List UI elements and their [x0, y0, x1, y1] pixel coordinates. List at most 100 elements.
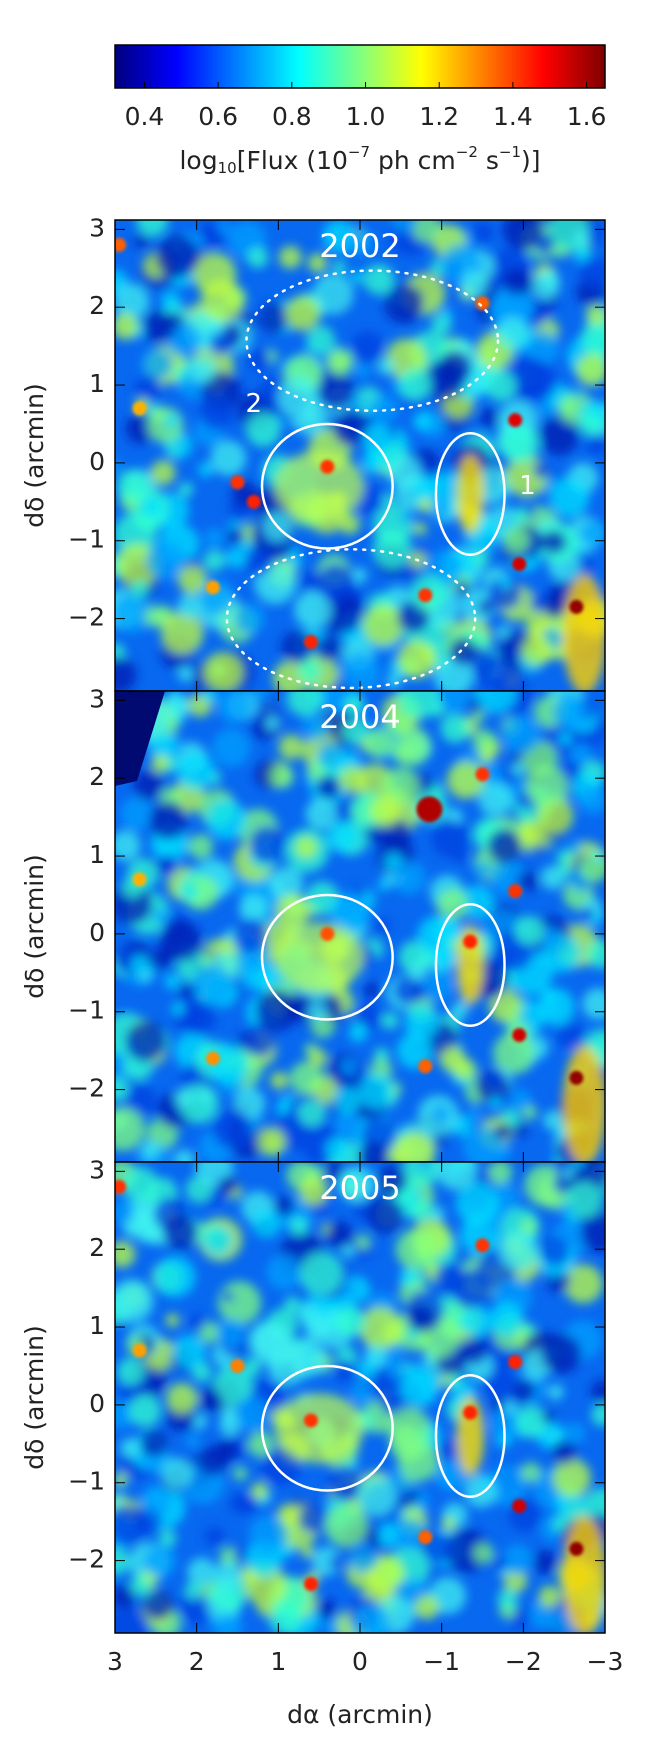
map-blob — [181, 1001, 216, 1036]
map-blob — [529, 593, 549, 613]
map-blob — [387, 712, 413, 738]
y-tick-label: 2 — [89, 762, 105, 791]
map-blob — [248, 1514, 289, 1554]
map-blob — [525, 765, 568, 808]
x-tick-label: 3 — [107, 1647, 123, 1676]
map-blob — [466, 1107, 482, 1122]
map-blob — [586, 305, 605, 326]
map-blob — [473, 1542, 494, 1564]
map-blob — [115, 1076, 130, 1102]
map-blob — [246, 412, 281, 448]
map-blob — [248, 691, 270, 702]
map-blob — [198, 1388, 222, 1412]
colorbar-tick-label: 1.4 — [493, 102, 533, 131]
map-blob — [562, 1516, 605, 1633]
colorbar — [114, 44, 606, 89]
map-blob — [539, 1235, 570, 1266]
map-blob — [324, 1503, 368, 1547]
y-tick-label: −1 — [68, 1467, 105, 1496]
point-source — [418, 1059, 433, 1074]
map-blob — [201, 691, 218, 703]
map-blob — [580, 1214, 605, 1253]
map-blob — [478, 1474, 491, 1488]
map-blob — [143, 1544, 177, 1577]
map-blob — [115, 1279, 154, 1323]
map-blob — [128, 1394, 161, 1427]
map-blob — [460, 270, 488, 299]
map-blob — [115, 1240, 136, 1268]
map-blob — [453, 849, 467, 864]
map-blob — [350, 331, 384, 364]
map-blob — [430, 819, 469, 858]
map-blob — [563, 1264, 603, 1304]
map-blob — [489, 1301, 524, 1337]
map-blob — [115, 313, 139, 340]
map-blob — [435, 1162, 478, 1190]
map-blob — [316, 563, 355, 602]
map-blob — [160, 1457, 193, 1490]
map-blob — [247, 348, 271, 372]
y-tick-label: −2 — [68, 1545, 105, 1574]
map-blob — [429, 495, 452, 519]
y-tick-label: 2 — [89, 291, 105, 320]
point-source — [206, 1051, 220, 1066]
map-blob — [158, 1529, 177, 1547]
map-blob — [147, 406, 184, 444]
map-blob — [409, 1200, 433, 1223]
map-blob — [270, 866, 304, 900]
point-source — [418, 588, 433, 603]
map-blob — [308, 1048, 328, 1068]
map-blob — [440, 713, 471, 744]
point-source — [132, 1343, 147, 1358]
map-panel — [115, 1162, 605, 1633]
map-blob — [165, 1313, 180, 1328]
map-blob — [559, 1202, 573, 1215]
region-label: 1 — [519, 471, 536, 501]
map-blob — [408, 963, 427, 982]
point-source — [512, 557, 527, 572]
panel-title: 2005 — [319, 1169, 400, 1207]
map-blob — [456, 1396, 485, 1477]
map-blob — [348, 1023, 368, 1043]
map-blob — [565, 1181, 603, 1219]
map-blob — [212, 728, 251, 768]
map-blob — [586, 434, 605, 455]
map-blob — [444, 1528, 489, 1573]
map-blob — [188, 834, 214, 860]
map-blob — [316, 774, 341, 800]
map-blob — [501, 715, 541, 755]
map-blob — [362, 423, 393, 454]
map-blob — [274, 922, 365, 993]
map-blob — [206, 799, 247, 840]
map-blob — [266, 1254, 302, 1291]
colorbar-tick-label: 1.6 — [567, 102, 607, 131]
map-blob — [487, 575, 522, 611]
map-blob — [343, 1283, 359, 1299]
map-blob — [160, 611, 204, 655]
map-blob — [294, 590, 332, 629]
map-blob — [556, 849, 573, 866]
map-blob — [189, 355, 217, 384]
region-label: 2 — [246, 389, 263, 419]
y-tick-label: 1 — [89, 1311, 105, 1340]
map-blob — [503, 268, 531, 296]
map-blob — [316, 1599, 337, 1620]
map-blob — [117, 1357, 145, 1386]
colorbar-tick-label: 0.8 — [272, 102, 312, 131]
map-blob — [327, 1465, 363, 1502]
map-blob — [542, 1410, 556, 1424]
map-blob — [177, 666, 194, 682]
map-blob — [499, 575, 513, 589]
map-blob — [393, 1132, 436, 1162]
map-blob — [177, 594, 202, 619]
map-blob — [144, 605, 166, 628]
map-blob — [306, 764, 324, 782]
map-blob — [213, 1561, 243, 1591]
map-blob — [250, 1482, 269, 1500]
map-blob — [325, 1220, 354, 1249]
y-tick-label: −2 — [68, 1074, 105, 1103]
map-blob — [247, 1431, 274, 1458]
map-blob — [294, 836, 318, 859]
map-blob — [549, 477, 590, 518]
map-blob — [358, 1073, 394, 1109]
